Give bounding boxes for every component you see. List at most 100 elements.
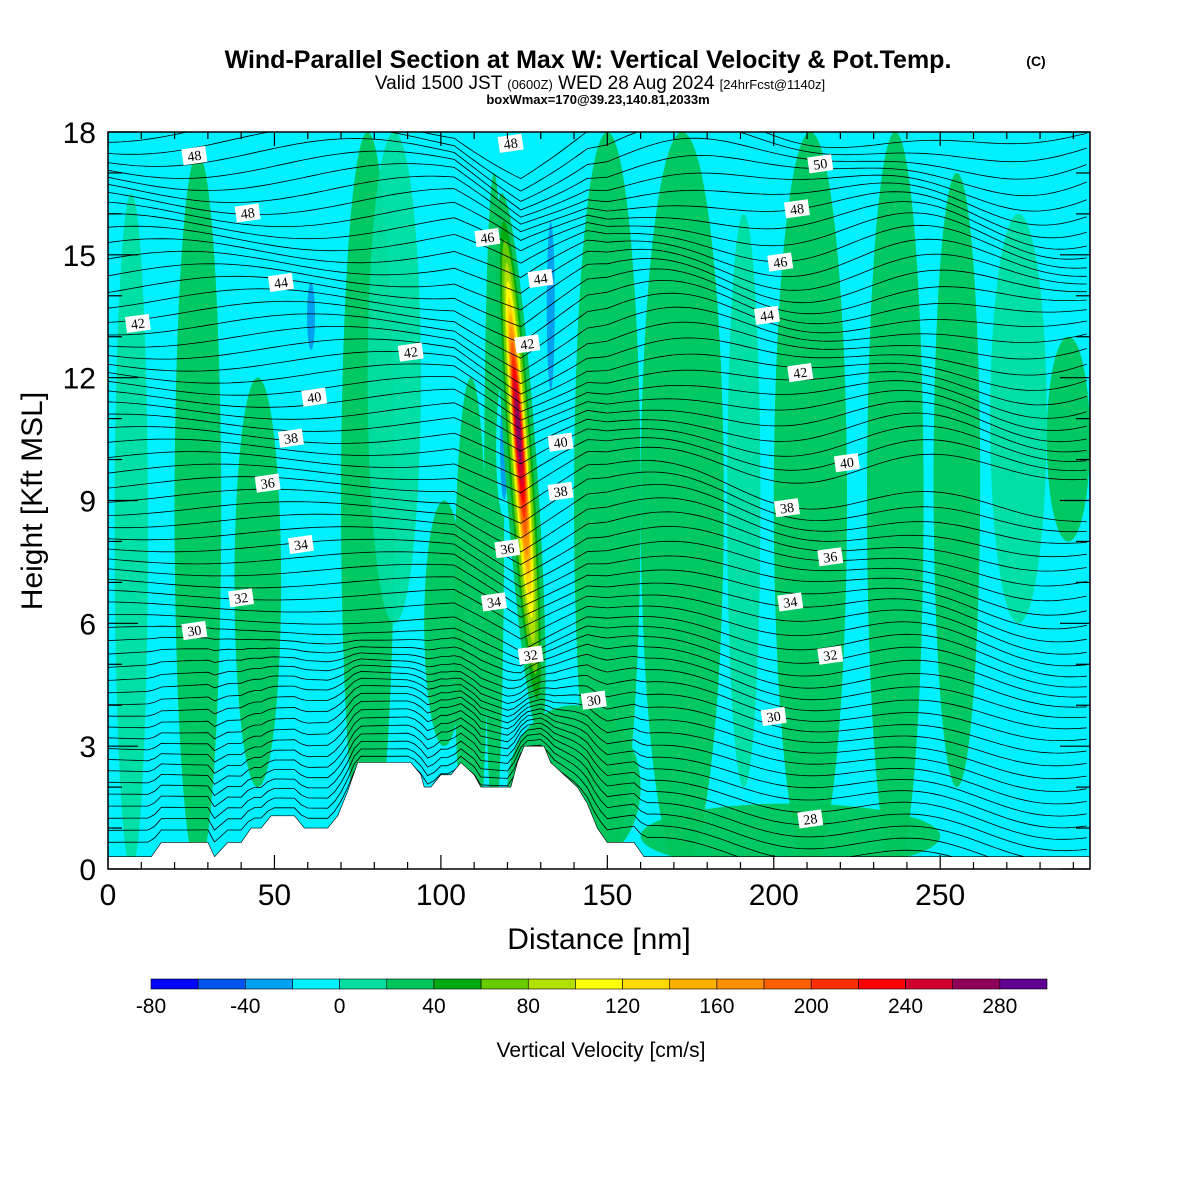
theta-label-bg: [514, 334, 541, 354]
theta-contour: [108, 563, 1087, 630]
theta-contour: [108, 664, 1087, 741]
theta-label: 42: [514, 334, 541, 354]
colorbar-tick-labels: -80 -40 0 40 80 120 160 200 240 280: [136, 995, 1018, 1018]
colorbar: [150, 978, 1048, 990]
colorbar-tick-label: -40: [230, 995, 260, 1018]
theta-contour: [108, 132, 1087, 192]
theta-label: 42: [124, 313, 151, 333]
x-tick-labels: 0 50 100 150 200 250: [100, 879, 966, 912]
theta-contour: [108, 652, 1087, 718]
theta-label: 38: [547, 481, 574, 501]
theta-label: 46: [767, 252, 794, 272]
theta-contour: [108, 175, 1087, 226]
theta-contour: [108, 460, 1087, 522]
subtitle: Valid 1500 JST (0600Z) WED 28 Aug 2024 […: [375, 73, 825, 94]
title-mark: (C): [1026, 53, 1045, 69]
theta-label: 36: [254, 473, 281, 493]
theta-label-text: 38: [779, 501, 795, 518]
theta-label-text: 36: [500, 542, 516, 559]
theta-label-text: 40: [839, 456, 855, 473]
theta-label-text: 38: [553, 484, 569, 501]
theta-label-bg: [817, 645, 844, 665]
theta-contour: [108, 614, 1087, 678]
theta-contour-lines: [108, 132, 1087, 869]
theta-contour: [108, 716, 1087, 829]
colorbar-label: Vertical Velocity [cm/s]: [497, 1039, 706, 1062]
theta-contour: [108, 643, 1087, 708]
theta-label-bg: [480, 592, 507, 612]
theta-label-bg: [267, 272, 294, 293]
theta-label-text: 36: [822, 550, 838, 567]
colorbar-swatch: [810, 978, 859, 990]
theta-label-text: 34: [486, 595, 502, 612]
theta-label-bg: [181, 146, 208, 166]
colorbar-swatch: [716, 978, 765, 990]
y-tick-label: 3: [79, 731, 96, 764]
theta-contour: [108, 511, 1087, 572]
theta-label: 40: [547, 432, 574, 452]
colorbar-tick-label: 240: [888, 995, 923, 1018]
theta-label-text: 42: [792, 366, 808, 383]
subtitle-utc: (0600Z): [507, 77, 553, 92]
x-tick-label: 50: [258, 879, 291, 912]
colorbar-tick-label: 80: [517, 995, 540, 1018]
colorbar-swatch: [952, 978, 1001, 990]
theta-label-text: 48: [240, 206, 256, 223]
colorbar-swatch: [386, 978, 435, 990]
theta-contour: [108, 744, 991, 869]
theta-label: 36: [494, 539, 521, 559]
colorbar-tick-label: 160: [699, 995, 734, 1018]
w-band: [174, 152, 222, 869]
theta-label-bg: [773, 498, 800, 518]
colorbar-swatch: [527, 978, 576, 990]
theta-label: 34: [287, 534, 314, 554]
y-tick-label: 12: [63, 363, 96, 396]
theta-label-text: 32: [233, 591, 249, 608]
theta-label-bg: [277, 428, 304, 448]
downdraft-core: [546, 221, 555, 391]
x-tick-label: 0: [100, 879, 117, 912]
theta-label: 32: [228, 588, 255, 608]
downdraft-core: [307, 282, 316, 351]
theta-label-text: 48: [503, 136, 519, 153]
w-band: [574, 132, 641, 869]
theta-label: 42: [397, 342, 424, 362]
theta-label-bg: [807, 154, 834, 174]
theta-contour: [108, 224, 1087, 269]
theta-label: 34: [480, 592, 507, 612]
theta-contour: [108, 306, 1087, 373]
theta-label-bg: [767, 252, 794, 272]
colorbar-swatch: [197, 978, 246, 990]
theta-label: 32: [817, 645, 844, 665]
title-text: Wind-Parallel Section at Max W: Vertical…: [225, 46, 952, 74]
theta-contour: [108, 388, 1087, 431]
y-tick-label: 0: [79, 854, 96, 887]
w-band: [454, 377, 488, 869]
theta-contour: [108, 425, 1087, 465]
theta-label-bg: [254, 473, 281, 493]
theta-label-text: 48: [789, 202, 805, 219]
theta-label-bg: [517, 645, 544, 665]
theta-contour: [108, 658, 1087, 730]
y-tick-label: 9: [79, 486, 96, 519]
colorbar-tick-label: 280: [982, 995, 1017, 1018]
theta-contour: [108, 400, 1087, 443]
theta-contour: [108, 248, 1087, 294]
theta-label-text: 32: [523, 648, 539, 665]
theta-label-bg: [181, 620, 208, 641]
theta-contour: [108, 538, 1087, 602]
theta-contour: [108, 727, 1087, 852]
theta-contour: [108, 412, 1087, 453]
theta-label-text: 34: [782, 595, 798, 612]
subtitle-fcst: [24hrFcst@1140z]: [720, 77, 825, 92]
w-band: [114, 193, 148, 869]
theta-label: 42: [787, 363, 814, 383]
theta-contour: [108, 525, 1087, 587]
y-tick-label: 15: [63, 240, 96, 273]
theta-contour: [108, 733, 1087, 863]
colorbar-swatch: [150, 978, 199, 990]
theta-contour: [108, 551, 1087, 616]
colorbar-swatch: [575, 978, 623, 990]
theta-label: 48: [234, 203, 261, 223]
plot-area: 48 48 44 42 42 40 38 36 34 32 30 48 46 44 42 40 38 36 34 32…: [108, 132, 1090, 869]
